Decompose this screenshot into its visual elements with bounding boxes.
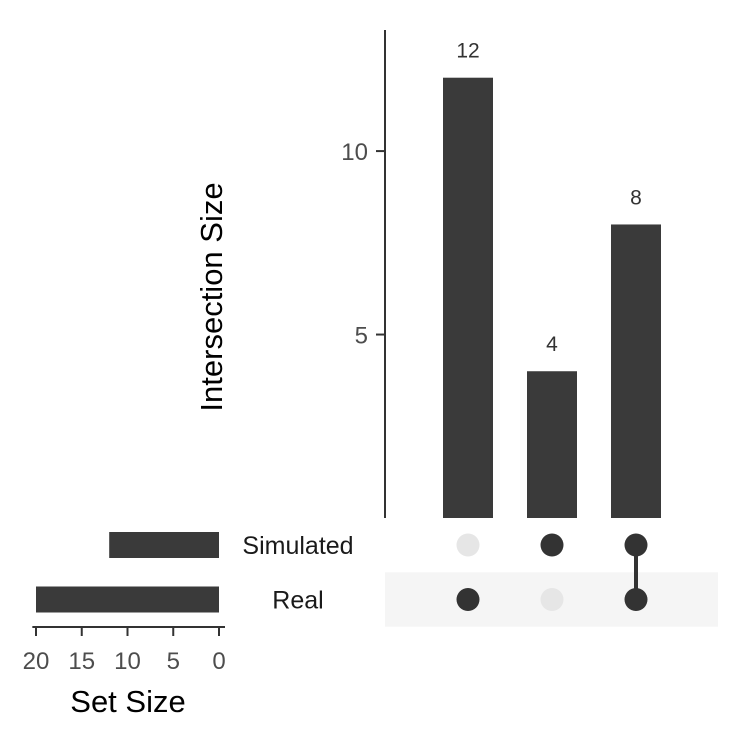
set-size-x-axis-title: Set Size — [70, 684, 185, 719]
matrix-dot-inactive — [540, 588, 564, 611]
intersection-bar — [527, 371, 577, 518]
intersection-y-axis-title: Intersection Size — [194, 182, 229, 411]
set-size-x-axis: 20 15 10 5 0 — [23, 626, 226, 675]
set-label-simulated: Simulated — [242, 532, 353, 560]
intersection-matrix — [456, 533, 648, 611]
set-size-x-tick-label: 5 — [167, 648, 180, 675]
matrix-dot-active — [540, 533, 564, 557]
intersection-bar-label: 12 — [456, 40, 479, 63]
matrix-dot-inactive — [456, 533, 480, 557]
intersection-bar-label: 4 — [546, 333, 558, 356]
set-size-x-tick-label: 15 — [68, 648, 95, 675]
intersection-bar-label: 8 — [630, 186, 642, 209]
matrix-dot-active — [456, 588, 480, 611]
intersection-bars: 12 4 8 — [443, 40, 661, 518]
set-size-x-tick-label: 20 — [23, 648, 50, 675]
set-labels: Simulated Real — [242, 532, 353, 615]
intersection-y-tick-label: 10 — [341, 139, 368, 166]
intersection-y-axis: 5 10 — [341, 30, 386, 518]
matrix-dot-active — [624, 588, 648, 611]
intersection-bar — [611, 224, 661, 518]
intersection-bar — [443, 77, 493, 518]
set-size-x-tick-label: 10 — [114, 648, 141, 675]
set-label-real: Real — [272, 587, 323, 615]
set-size-bar-simulated — [109, 532, 219, 558]
matrix-dot-active — [624, 533, 648, 557]
intersection-y-tick-label: 5 — [355, 323, 368, 350]
set-size-bars — [36, 532, 219, 613]
set-size-x-tick-label: 0 — [212, 648, 225, 675]
set-size-bar-real — [36, 586, 219, 613]
